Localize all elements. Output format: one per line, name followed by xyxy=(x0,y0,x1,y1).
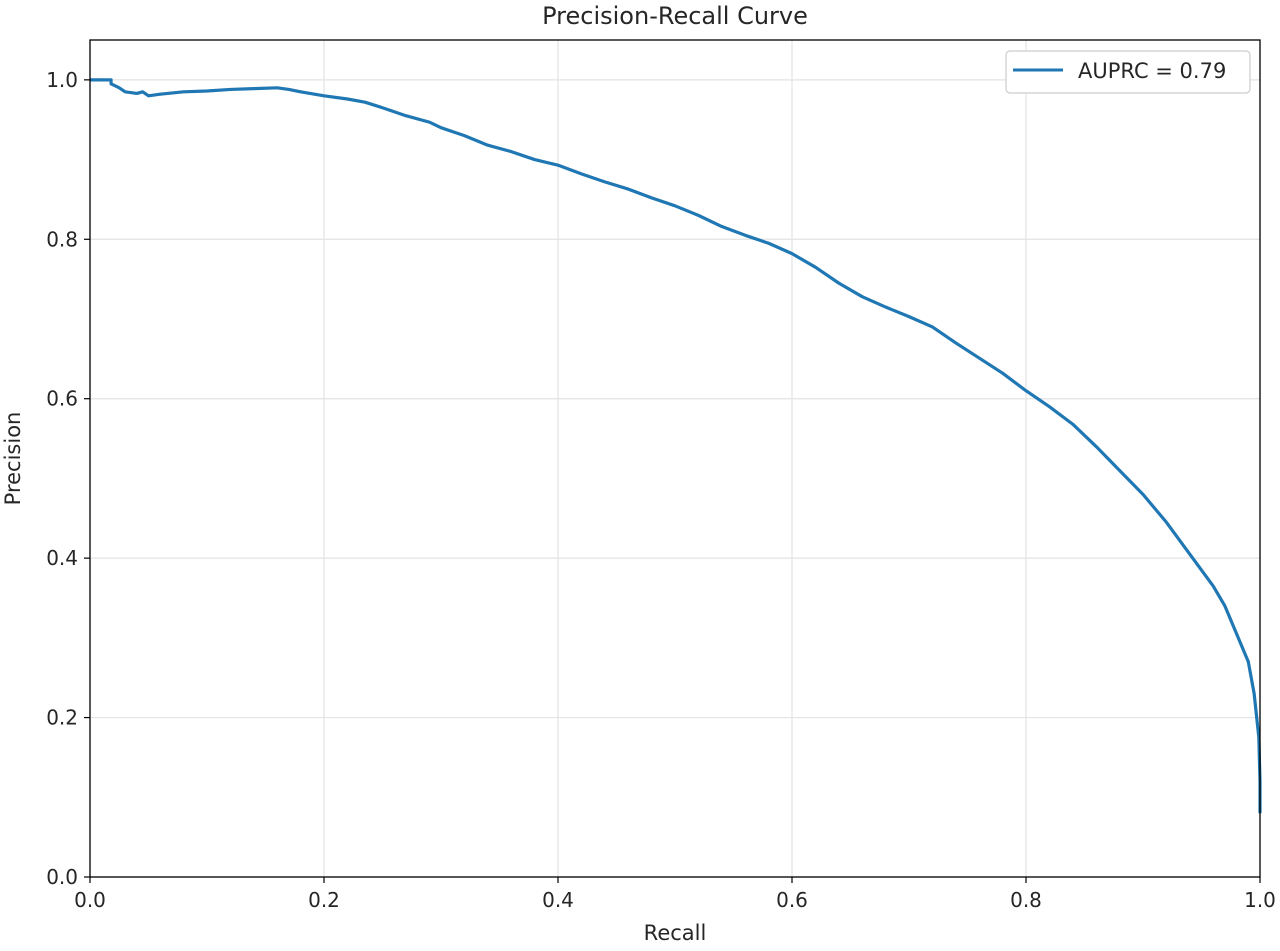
x-tick-label: 1.0 xyxy=(1244,888,1276,912)
x-axis-label: Recall xyxy=(644,921,707,945)
legend-box xyxy=(1005,50,1251,94)
x-tick-label: 0.2 xyxy=(308,888,340,912)
y-tick-label: 1.0 xyxy=(46,68,78,92)
x-tick-label: 0.0 xyxy=(74,888,106,912)
chart-title: Precision-Recall Curve xyxy=(542,2,808,30)
y-tick-label: 0.4 xyxy=(46,546,78,570)
y-tick-label: 0.8 xyxy=(46,227,78,251)
y-axis-label: Precision xyxy=(1,412,25,506)
legend: AUPRC = 0.79 xyxy=(1005,50,1251,94)
series-line xyxy=(90,78,1262,814)
x-tick-label: 0.8 xyxy=(1010,888,1042,912)
x-tick-label: 0.4 xyxy=(542,888,574,912)
tick-layer: 0.0 0.2 0.4 0.6 0.8 1.0 0.0 0.2 0.4 0.6 0.8 1.0 xyxy=(46,68,1276,912)
legend-label: AUPRC = 0.79 xyxy=(1078,59,1226,83)
y-tick-label: 0.2 xyxy=(46,706,78,730)
x-tick-label: 0.6 xyxy=(776,888,808,912)
series-layer xyxy=(90,78,1262,814)
y-tick-label: 0.0 xyxy=(46,865,78,889)
y-tick-label: 0.6 xyxy=(46,387,78,411)
plot-frame xyxy=(89,39,1261,878)
